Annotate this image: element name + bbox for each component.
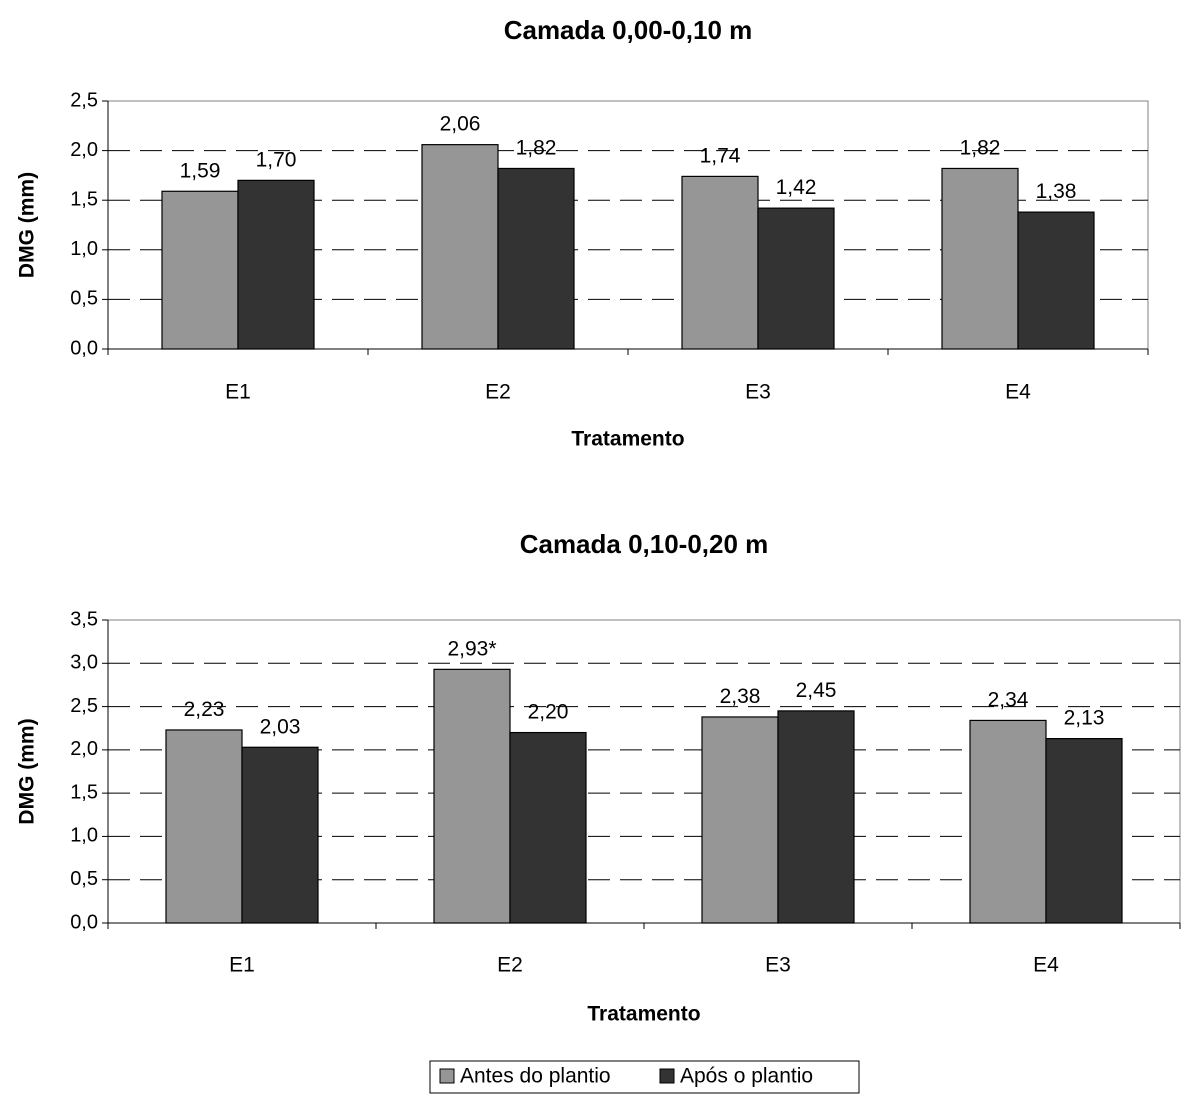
- data-label: 1,38: [1036, 180, 1077, 203]
- bar: [421, 144, 499, 350]
- bar: [1045, 738, 1123, 924]
- legend-label: Após o plantio: [680, 1065, 813, 1088]
- bar: [777, 710, 855, 924]
- chart-2: Camada 0,10-0,20 m 0,0 0,5 1,0 1,5 2,0 2,5 3,0 3…: [16, 529, 1181, 1026]
- data-label: 2,45: [796, 679, 837, 702]
- x-tick-label: E1: [229, 954, 255, 977]
- legend-swatch: [659, 1068, 675, 1084]
- bar: [701, 716, 779, 924]
- y-tick-label: 0,0: [70, 911, 98, 933]
- bar: [509, 731, 587, 924]
- bar: [433, 668, 511, 924]
- data-label: 1,59: [180, 159, 221, 182]
- y-tick-label: 1,0: [70, 238, 98, 260]
- bar: [165, 729, 243, 924]
- legend-swatch: [439, 1068, 455, 1084]
- y-tick-label: 2,0: [70, 139, 98, 161]
- x-tick-label: E4: [1033, 954, 1059, 977]
- data-label: 2,34: [988, 688, 1029, 711]
- y-tick-label: 3,5: [70, 608, 98, 630]
- data-label: 2,03: [260, 715, 301, 738]
- x-tick-label: E2: [497, 954, 523, 977]
- y-tick-label: 3,0: [70, 652, 98, 674]
- y-axis-title: DMG (mm): [16, 172, 39, 278]
- bar: [757, 207, 835, 350]
- x-tick-label: E3: [745, 381, 771, 404]
- x-axis-title: Tratamento: [587, 1003, 700, 1026]
- y-tick-label: 0,0: [70, 337, 98, 359]
- bar: [237, 179, 315, 350]
- chart-title: Camada 0,10-0,20 m: [520, 529, 769, 559]
- x-tick-label: E3: [765, 954, 791, 977]
- chart-title: Camada 0,00-0,10 m: [504, 15, 753, 45]
- y-axis-title: DMG (mm): [16, 718, 39, 824]
- bar: [241, 746, 319, 924]
- data-label: 2,38: [720, 685, 761, 708]
- data-label: 2,23: [184, 698, 225, 721]
- data-label: 2,93*: [447, 637, 496, 660]
- data-label: 1,42: [776, 176, 817, 199]
- bar: [941, 167, 1019, 350]
- bar: [497, 167, 575, 350]
- y-tick-label: 0,5: [70, 288, 98, 310]
- y-tick-label: 1,0: [70, 825, 98, 847]
- data-label: 1,74: [700, 144, 741, 167]
- bar: [1017, 211, 1095, 350]
- bar: [161, 190, 239, 350]
- data-label: 2,06: [440, 113, 481, 136]
- bar: [681, 175, 759, 350]
- y-tick-label: 1,5: [70, 188, 98, 210]
- legend-label: Antes do plantio: [460, 1065, 611, 1088]
- x-tick-label: E4: [1005, 381, 1031, 404]
- chart-1: Camada 0,00-0,10 m 0,0 0,5 1,0 1,5 2,0 2,5 E1 1,…: [16, 15, 1149, 451]
- data-label: 1,82: [960, 136, 1001, 159]
- x-axis-title: Tratamento: [571, 428, 684, 451]
- data-label: 2,20: [528, 701, 569, 724]
- data-label: 1,70: [256, 148, 297, 171]
- legend-box: [429, 1060, 860, 1094]
- y-tick-label: 2,0: [70, 738, 98, 760]
- x-tick-label: E2: [485, 381, 511, 404]
- y-tick-label: 0,5: [70, 868, 98, 890]
- x-tick-label: E1: [225, 381, 251, 404]
- bar: [969, 719, 1047, 924]
- y-tick-label: 2,5: [70, 695, 98, 717]
- data-label: 2,13: [1064, 707, 1105, 730]
- legend: Antes do plantio Após o plantio: [429, 1060, 860, 1094]
- y-tick-label: 1,5: [70, 781, 98, 803]
- data-label: 1,82: [516, 136, 557, 159]
- y-tick-label: 2,5: [70, 89, 98, 111]
